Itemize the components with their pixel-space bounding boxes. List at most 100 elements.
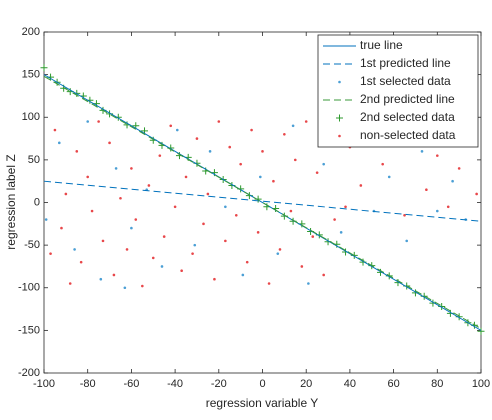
dot-marker — [162, 235, 166, 238]
dot-marker — [245, 260, 249, 264]
dot-marker — [193, 243, 197, 247]
x-tick-label: -100 — [33, 378, 55, 390]
dot-marker — [446, 205, 450, 209]
dot-marker — [250, 128, 253, 132]
dot-marker — [304, 120, 308, 123]
dot-marker — [420, 150, 424, 153]
dot-marker — [278, 248, 282, 251]
dot-marker — [436, 154, 439, 157]
dot-marker — [86, 175, 89, 179]
dot-marker — [123, 286, 127, 290]
dot-marker — [475, 192, 478, 196]
dot-marker — [217, 120, 221, 123]
y-tick-label: 150 — [22, 69, 40, 81]
dot-marker — [276, 252, 280, 255]
legend-label: true line — [360, 38, 403, 52]
dot-marker — [53, 128, 57, 132]
y-axis-label: regression label Z — [4, 154, 18, 249]
dot-marker — [169, 124, 173, 128]
dot-marker — [425, 188, 428, 192]
dot-marker — [114, 167, 118, 170]
dot-marker — [228, 145, 232, 149]
dot-marker — [147, 184, 151, 187]
legend-label: 2nd selected data — [360, 110, 455, 124]
y-tick-label: 50 — [28, 154, 40, 166]
dot-marker — [86, 120, 89, 123]
dot-marker — [151, 256, 155, 260]
y-tick-label: -200 — [18, 367, 40, 379]
dot-marker — [195, 137, 199, 140]
dot-marker — [359, 184, 363, 187]
dot-marker — [457, 167, 461, 170]
legend-label: 1st selected data — [360, 74, 451, 88]
x-tick-label: 100 — [472, 378, 490, 390]
dot-marker — [241, 273, 245, 277]
dot-marker — [387, 175, 391, 179]
plus-marker — [477, 327, 485, 335]
dot-marker — [315, 171, 319, 174]
legend-swatch — [338, 134, 341, 138]
dot-marker — [180, 269, 183, 273]
dot-marker — [99, 277, 103, 281]
dot-marker — [272, 179, 275, 183]
dot-marker — [291, 124, 295, 128]
dot-marker — [60, 226, 63, 230]
line — [43, 74, 482, 331]
dot-marker — [322, 273, 325, 277]
y-tick-label: -50 — [24, 239, 40, 251]
dot-marker — [112, 273, 116, 277]
dot-marker — [108, 141, 111, 145]
line — [43, 75, 482, 330]
y-tick-label: 0 — [34, 196, 40, 208]
dot-marker — [202, 222, 205, 226]
legend-swatch — [336, 114, 343, 122]
dot-marker — [141, 284, 144, 288]
x-tick-label: 0 — [259, 378, 265, 390]
dot-marker — [134, 218, 138, 221]
dot-marker — [208, 150, 212, 153]
dot-marker — [97, 120, 100, 123]
line — [43, 180, 482, 222]
dot-marker — [160, 265, 164, 268]
dot-marker — [119, 196, 122, 200]
y-tick-label: 100 — [22, 111, 40, 123]
dot-marker — [405, 239, 409, 243]
dot-marker — [184, 175, 188, 179]
dot-marker — [224, 205, 227, 209]
x-tick-label: -80 — [80, 378, 96, 390]
legend-box — [317, 34, 479, 148]
dot-marker — [213, 277, 216, 281]
dot-marker — [68, 282, 72, 285]
y-tick-label: 200 — [22, 26, 40, 38]
x-tick-label: 60 — [387, 378, 399, 390]
dot-marker — [49, 252, 52, 255]
dot-marker — [451, 179, 454, 183]
dot-marker — [256, 231, 260, 234]
dot-marker — [130, 226, 133, 230]
dot-marker — [289, 209, 293, 213]
dot-marker — [158, 154, 162, 157]
dot-marker — [90, 209, 94, 213]
x-tick-label: -60 — [123, 378, 139, 390]
plus-marker — [40, 64, 48, 72]
dot-marker — [436, 209, 439, 213]
dot-marker — [101, 239, 105, 243]
dot-marker — [333, 218, 336, 221]
dot-marker — [307, 282, 310, 285]
dot-marker — [175, 128, 179, 132]
dot-marker — [73, 248, 76, 251]
dot-marker — [75, 150, 79, 153]
dot-marker — [79, 260, 83, 264]
x-tick-label: -20 — [211, 378, 227, 390]
dot-marker — [322, 162, 325, 166]
y-tick-label: -100 — [18, 282, 40, 294]
dot-marker — [267, 282, 271, 285]
dot-marker — [261, 150, 264, 153]
dot-marker — [234, 213, 238, 217]
y-tick-label: -150 — [18, 324, 40, 336]
legend-label: non-selected data — [360, 128, 456, 142]
x-tick-label: -40 — [167, 378, 183, 390]
dot-marker — [259, 175, 262, 179]
x-tick-label: 20 — [300, 378, 312, 390]
